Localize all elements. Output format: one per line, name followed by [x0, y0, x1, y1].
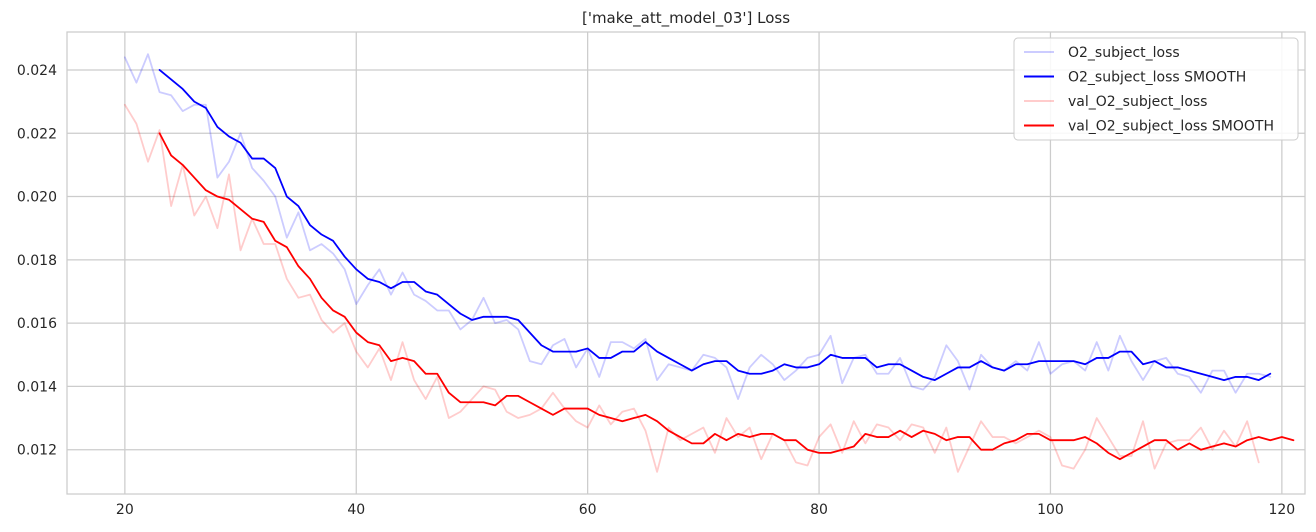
- y-axis-ticks: 0.012 0.014 0.016 0.018 0.020 0.022 0.024: [17, 63, 57, 459]
- x-tick-label: 100: [1037, 502, 1064, 518]
- legend-label: O2_subject_loss SMOOTH: [1068, 70, 1246, 86]
- legend: O2_subject_loss O2_subject_loss SMOOTH val…: [1013, 37, 1299, 141]
- legend-label: val_O2_subject_loss SMOOTH: [1068, 119, 1274, 135]
- series-line-val-o2-subject-loss: [123, 103, 1260, 473]
- x-tick-label: 60: [579, 502, 597, 518]
- x-tick-label: 40: [347, 502, 365, 518]
- series-line-o2-subject-loss-smooth: [158, 69, 1272, 381]
- y-tick-label: 0.014: [17, 379, 57, 395]
- x-axis-ticks: 20 40 60 80 100 120: [116, 502, 1295, 518]
- legend-box: [1013, 37, 1299, 141]
- series-line-o2-subject-loss: [123, 53, 1272, 400]
- x-tick-label: 120: [1268, 502, 1295, 518]
- y-tick-label: 0.018: [17, 253, 57, 269]
- y-tick-label: 0.022: [17, 126, 57, 142]
- legend-label: O2_subject_loss: [1068, 45, 1180, 61]
- x-tick-label: 20: [116, 502, 134, 518]
- chart-title: ['make_att_model_03'] Loss: [582, 9, 790, 28]
- plot-frame: [66, 31, 1306, 495]
- grid: [67, 32, 1305, 494]
- y-tick-label: 0.024: [17, 63, 57, 79]
- y-tick-label: 0.020: [17, 190, 57, 206]
- series-group: [123, 53, 1295, 473]
- legend-label: val_O2_subject_loss: [1068, 94, 1207, 110]
- series-line-val-o2-subject-loss-smooth: [158, 132, 1295, 461]
- x-tick-label: 80: [810, 502, 828, 518]
- y-tick-label: 0.016: [17, 316, 57, 332]
- y-tick-label: 0.012: [17, 443, 57, 459]
